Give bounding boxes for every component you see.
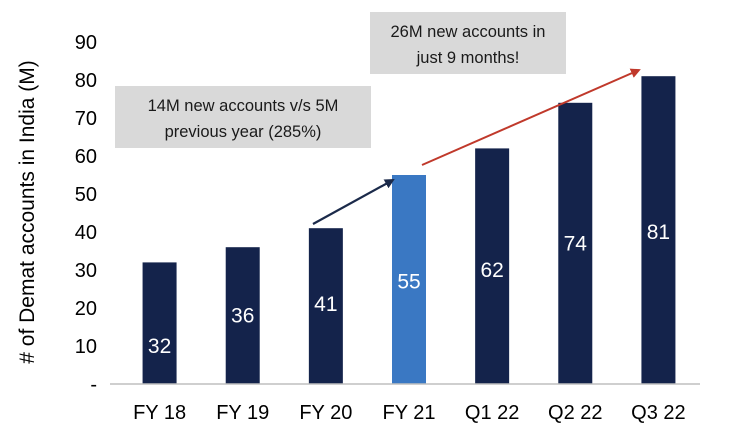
y-tick-label: 70 — [75, 108, 97, 130]
bar-q2-22 — [558, 102, 593, 385]
annotation-fy21: 14M new accounts v/s 5M previous year (2… — [115, 86, 395, 225]
annotation-q3: 26M new accounts in just 9 months! — [370, 12, 641, 166]
bar-data-labels: 32 36 41 55 62 74 81 — [148, 221, 670, 358]
annotation-q3-line-2: just 9 months! — [416, 49, 520, 67]
annotation-q3-arrow — [421, 68, 641, 166]
x-tick-label: FY 20 — [299, 402, 352, 424]
bar-data-label: 32 — [148, 335, 171, 358]
annotation-fy21-box — [115, 86, 371, 148]
bars — [142, 76, 676, 385]
y-tick-label: 30 — [75, 260, 97, 282]
annotation-fy21-arrow — [312, 179, 395, 225]
annotation-fy21-line-2: previous year (285%) — [165, 123, 322, 141]
x-tick-label: Q2 22 — [548, 402, 602, 424]
x-tick-label: Q3 22 — [631, 402, 685, 424]
bar-data-label: 81 — [647, 221, 670, 244]
annotation-fy21-line-1: 14M new accounts v/s 5M — [148, 97, 339, 115]
y-axis-label: # of Demat accounts in India (M) — [16, 60, 39, 363]
bar-data-label: 74 — [564, 232, 588, 255]
x-tick-label: FY 21 — [383, 402, 436, 424]
y-tick-label: 60 — [75, 146, 97, 168]
annotation-q3-box — [370, 12, 566, 74]
bar-q3-22 — [641, 76, 676, 384]
y-tick-label: 50 — [75, 184, 97, 206]
y-axis-ticks: - 10 20 30 40 50 60 70 80 90 — [75, 32, 97, 396]
x-axis-ticks: FY 18 FY 19 FY 20 FY 21 Q1 22 Q2 22 Q3 22 — [133, 402, 686, 424]
y-tick-label: 40 — [75, 222, 97, 244]
y-tick-label: 80 — [75, 70, 97, 92]
annotation-q3-line-1: 26M new accounts in — [390, 23, 545, 41]
y-tick-label: 90 — [75, 32, 97, 54]
bar-fy-21 — [392, 175, 426, 384]
y-tick-label: 20 — [75, 298, 97, 320]
bar-data-label: 55 — [397, 270, 420, 293]
x-tick-label: FY 19 — [216, 402, 269, 424]
bar-q1-22 — [475, 148, 510, 384]
bar-fy-18 — [142, 262, 177, 384]
x-tick-label: FY 18 — [133, 402, 186, 424]
y-tick-label: 10 — [75, 336, 97, 358]
bar-fy-20 — [308, 228, 343, 384]
y-tick-label: - — [90, 374, 97, 396]
bar-fy-19 — [225, 247, 260, 384]
x-tick-label: Q1 22 — [465, 402, 519, 424]
bar-data-label: 62 — [480, 259, 503, 282]
bar-data-label: 41 — [314, 293, 337, 316]
bar-data-label: 36 — [231, 305, 254, 328]
